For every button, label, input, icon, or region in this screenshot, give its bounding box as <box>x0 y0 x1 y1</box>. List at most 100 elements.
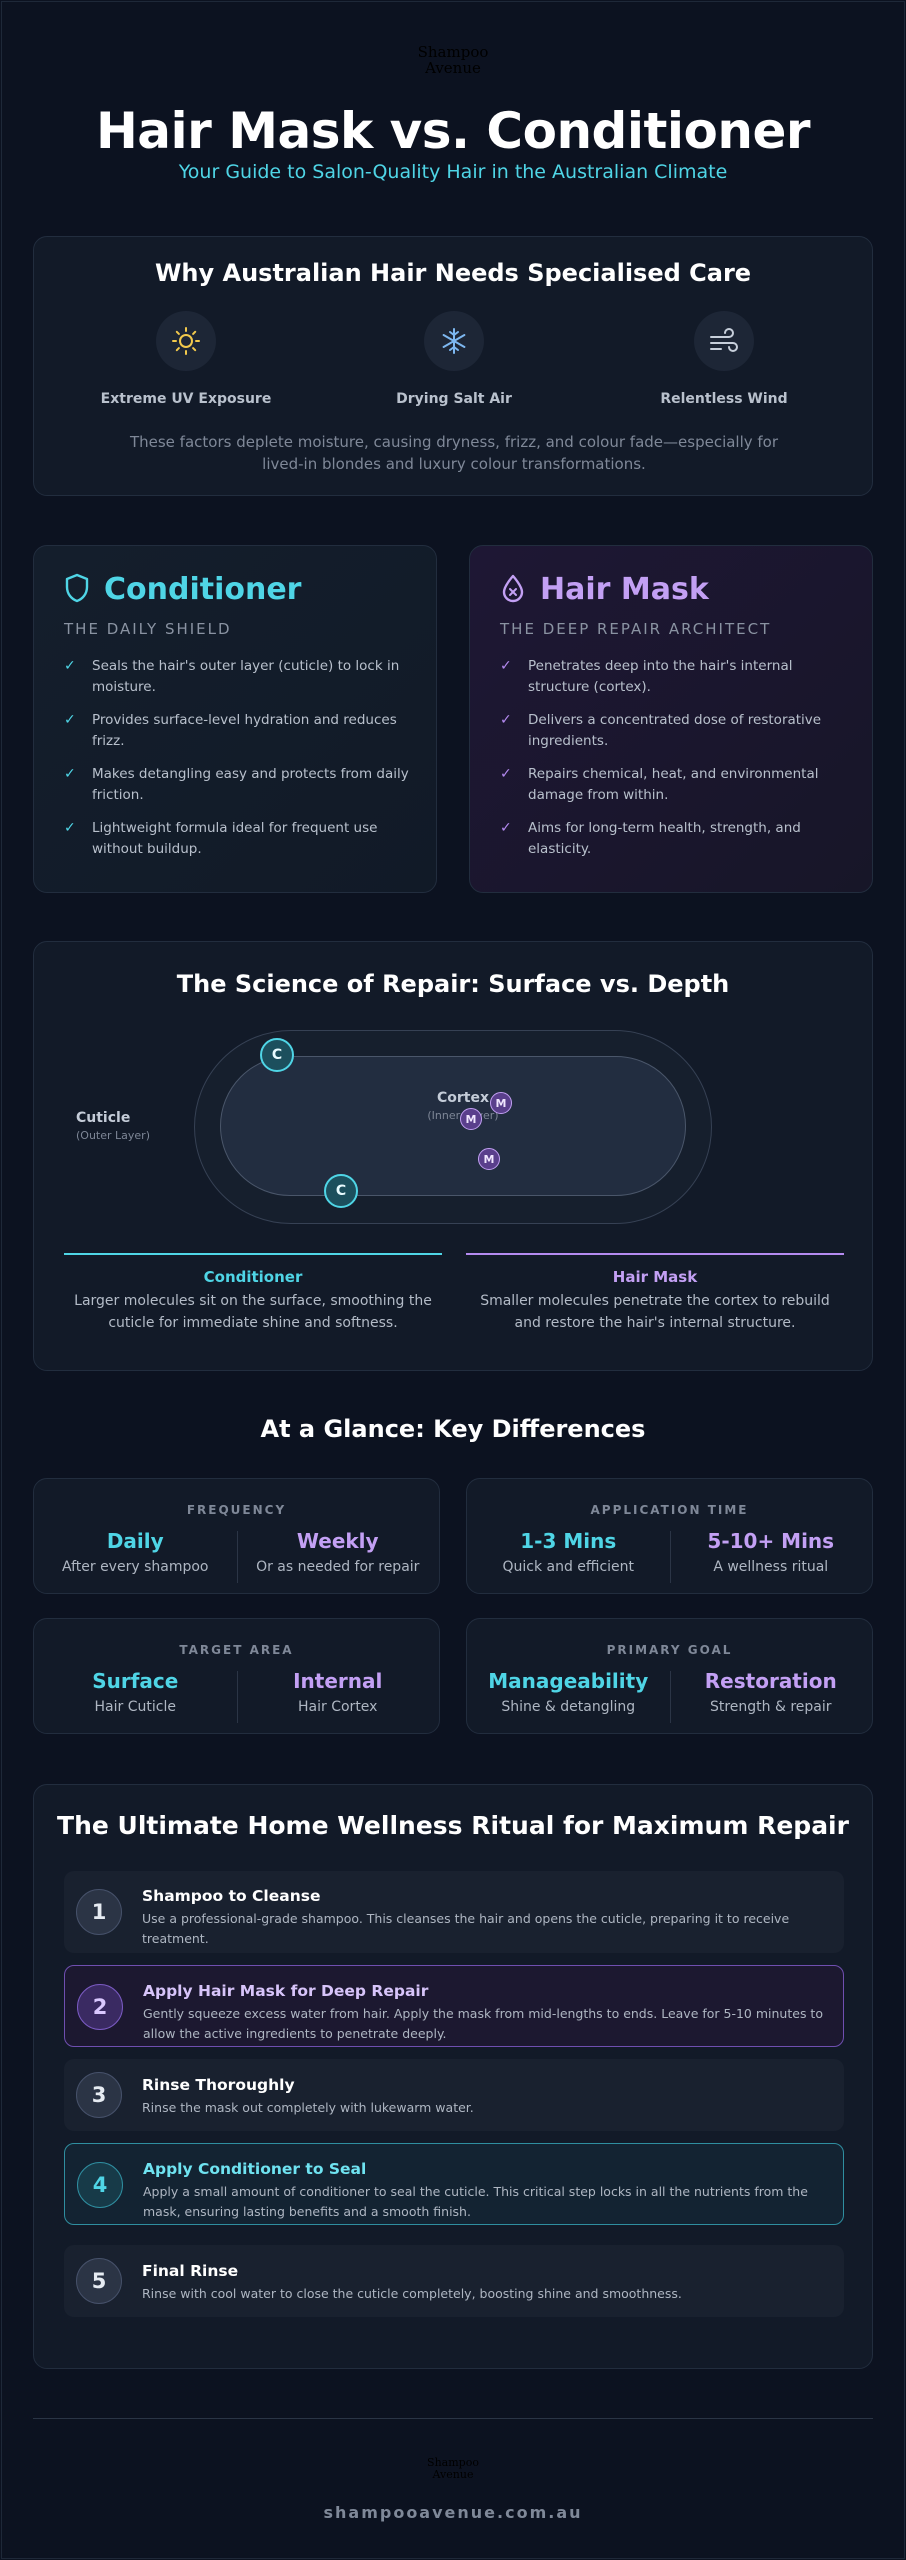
glance-card-heading: PRIMARY GOAL <box>606 1643 733 1657</box>
mask-molecule: M <box>460 1108 482 1130</box>
step-title: Rinse Thoroughly <box>142 2076 295 2094</box>
check-icon: ✓ <box>500 712 512 728</box>
step-title: Final Rinse <box>142 2262 239 2280</box>
conditioner-molecule: C <box>324 1174 358 1208</box>
step-title: Apply Conditioner to Seal <box>143 2160 367 2178</box>
science-title: The Science of Repair: Surface vs. Depth <box>176 970 730 998</box>
step-title: Apply Hair Mask for Deep Repair <box>143 1982 429 2000</box>
conditioner-value: 1-3 Mins <box>520 1529 617 1553</box>
check-icon: ✓ <box>64 820 76 836</box>
hair-mask-points: ✓ Penetrates deep into the hair's interna… <box>500 656 850 872</box>
factor-label: Extreme UV Exposure <box>100 391 272 407</box>
mask-value-note: Or as needed for repair <box>256 1559 420 1575</box>
footer-website-link[interactable]: shampooavenue.com.au <box>323 2503 583 2522</box>
check-icon: ✓ <box>500 820 512 836</box>
step-text: Apply a small amount of conditioner to s… <box>143 2184 808 2219</box>
list-item: ✓ Provides surface-level hydration and re… <box>64 710 414 752</box>
ritual-step-5: 5 Final Rinse Rinse with cool water to cl… <box>64 2245 844 2317</box>
step-title: Shampoo to Cleanse <box>142 1887 321 1905</box>
brand-logo-line-1: Shampoo <box>417 43 489 61</box>
hair-mask-divider <box>466 1253 844 1255</box>
conditioner-value-note: Quick and efficient <box>502 1559 635 1575</box>
hair-mask-card: Hair Mask THE DEEP REPAIR ARCHITECT ✓ Pen… <box>469 545 873 893</box>
hair-mask-explanation-title: Hair Mask <box>612 1268 698 1286</box>
mask-value: Internal <box>293 1669 383 1693</box>
glance-card-target-area: TARGET AREA Surface Hair Cuticle Internal… <box>33 1618 440 1734</box>
ritual-step-4: 4 Apply Conditioner to Seal Apply a small… <box>64 2143 844 2225</box>
factor-label: Drying Salt Air <box>396 391 512 407</box>
why-care-title: Why Australian Hair Needs Specialised Ca… <box>154 259 752 287</box>
list-item: ✓ Penetrates deep into the hair's interna… <box>500 656 850 698</box>
factor-uv: Extreme UV Exposure <box>86 311 286 407</box>
brand-logo: Shampoo Avenue <box>0 44 906 76</box>
page-title: Hair Mask vs. Conditioner <box>95 102 811 160</box>
check-icon: ✓ <box>64 712 76 728</box>
mask-value: Restoration <box>704 1669 837 1693</box>
list-item: ✓ Delivers a concentrated dose of restora… <box>500 710 850 752</box>
ritual-title: The Ultimate Home Wellness Ritual for Ma… <box>57 1811 849 1840</box>
glance-divider <box>237 1671 238 1723</box>
mask-value-note: A wellness ritual <box>713 1559 829 1575</box>
cortex-label-text: Cortex <box>436 1090 489 1106</box>
glance-divider <box>670 1531 671 1583</box>
list-item: ✓ Makes detangling easy and protects from… <box>64 764 414 806</box>
brand-logo-line-2: Avenue <box>425 59 481 77</box>
list-item: ✓ Seals the hair's outer layer (cuticle) … <box>64 656 414 698</box>
factor-label: Relentless Wind <box>660 391 788 407</box>
glance-card-heading: FREQUENCY <box>186 1503 287 1517</box>
glance-card-heading: APPLICATION TIME <box>590 1503 749 1517</box>
check-icon: ✓ <box>64 766 76 782</box>
conditioner-points: ✓ Seals the hair's outer layer (cuticle) … <box>64 656 414 872</box>
ritual-section: The Ultimate Home Wellness Ritual for Ma… <box>33 1784 873 2369</box>
conditioner-value: Surface <box>92 1669 179 1693</box>
step-number: 1 <box>76 1889 122 1935</box>
glance-card-frequency: FREQUENCY Daily After every shampoo Weekl… <box>33 1478 440 1594</box>
check-icon: ✓ <box>500 658 512 674</box>
hair-mask-title: Hair Mask <box>540 572 709 607</box>
footer-logo-line-1: Shampoo <box>427 2456 479 2469</box>
conditioner-explanation: Conditioner Larger molecules sit on the … <box>68 1268 438 1334</box>
footer-logo-line-2: Avenue <box>432 2468 474 2481</box>
conditioner-subtitle: THE DAILY SHIELD <box>64 620 232 638</box>
hair-mask-explanation: Hair Mask Smaller molecules penetrate th… <box>470 1268 840 1334</box>
conditioner-value-note: Shine & detangling <box>501 1699 636 1715</box>
glance-divider <box>670 1671 671 1723</box>
shield-icon <box>64 573 90 607</box>
step-number: 3 <box>76 2072 122 2118</box>
conditioner-molecule: C <box>260 1038 294 1072</box>
cuticle-label: Cuticle (Outer Layer) <box>76 1110 150 1142</box>
step-text: Rinse the mask out completely with lukew… <box>142 2100 474 2115</box>
glance-divider <box>237 1531 238 1583</box>
list-item: ✓ Repairs chemical, heat, and environment… <box>500 764 850 806</box>
step-number: 2 <box>77 1984 123 2030</box>
conditioner-title: Conditioner <box>104 572 302 607</box>
step-text: Use a professional-grade shampoo. This c… <box>142 1911 790 1946</box>
glance-title: At a Glance: Key Differences <box>260 1415 646 1443</box>
step-text: Gently squeeze excess water from hair. A… <box>143 2006 823 2041</box>
step-text: Rinse with cool water to close the cutic… <box>142 2286 682 2301</box>
mask-value: 5-10+ Mins <box>707 1529 835 1553</box>
glance-card-application-time: APPLICATION TIME 1-3 Mins Quick and effic… <box>466 1478 873 1594</box>
ritual-step-1: 1 Shampoo to Cleanse Use a professional-g… <box>64 1871 844 1953</box>
conditioner-value-note: After every shampoo <box>62 1559 209 1575</box>
wind-icon <box>694 311 754 371</box>
footer-logo: Shampoo Avenue <box>0 2457 906 2481</box>
mask-molecule: M <box>478 1148 500 1170</box>
why-care-section: Why Australian Hair Needs Specialised Ca… <box>33 236 873 496</box>
glance-card-primary-goal: PRIMARY GOAL Manageability Shine & detang… <box>466 1618 873 1734</box>
step-number: 4 <box>77 2162 123 2208</box>
hair-mask-explanation-text: Smaller molecules penetrate the cortex t… <box>480 1293 830 1331</box>
conditioner-value: Daily <box>106 1529 164 1553</box>
ritual-step-3: 3 Rinse Thoroughly Rinse the mask out com… <box>64 2059 844 2131</box>
glance-card-heading: TARGET AREA <box>179 1643 294 1657</box>
mask-molecule: M <box>490 1092 512 1114</box>
page-subtitle: Your Guide to Salon-Quality Hair in the … <box>178 161 728 183</box>
list-item: ✓ Lightweight formula ideal for frequent … <box>64 818 414 860</box>
snowflake-icon <box>424 311 484 371</box>
drop-icon <box>500 573 526 607</box>
mask-value: Weekly <box>296 1529 379 1553</box>
factor-salt-air: Drying Salt Air <box>354 311 554 407</box>
factor-wind: Relentless Wind <box>624 311 824 407</box>
check-icon: ✓ <box>500 766 512 782</box>
